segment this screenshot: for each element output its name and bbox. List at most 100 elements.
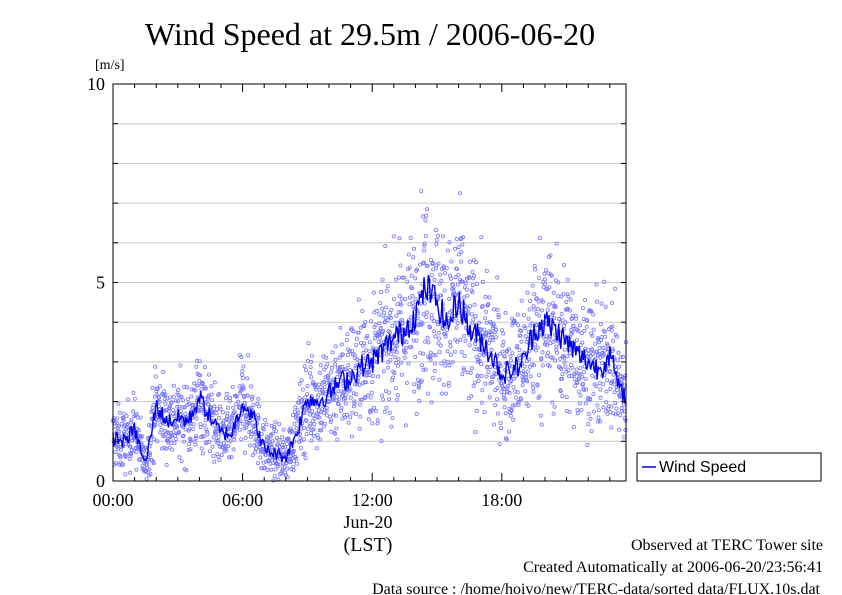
- scatter-point: [609, 425, 614, 430]
- scatter-point: [148, 441, 153, 446]
- scatter-point: [421, 367, 426, 372]
- scatter-point: [404, 345, 409, 350]
- scatter-point: [124, 422, 129, 427]
- scatter-point: [126, 397, 131, 402]
- scatter-point: [608, 386, 613, 391]
- scatter-point: [117, 410, 122, 415]
- scatter-point: [477, 359, 482, 364]
- scatter-point: [114, 420, 119, 425]
- scatter-point: [474, 282, 479, 287]
- scatter-point: [583, 401, 588, 406]
- scatter-point: [418, 351, 423, 356]
- scatter-point: [202, 365, 207, 370]
- scatter-point: [329, 417, 334, 422]
- scatter-point: [402, 355, 407, 360]
- scatter-point: [605, 378, 610, 383]
- scatter-point: [456, 245, 461, 250]
- scatter-point: [256, 396, 261, 401]
- scatter-point: [592, 409, 597, 414]
- scatter-point: [228, 439, 233, 444]
- scatter-point: [459, 250, 464, 255]
- scatter-point: [609, 404, 614, 409]
- scatter-point: [562, 360, 567, 365]
- scatter-point: [622, 409, 627, 414]
- scatter-point: [224, 448, 229, 453]
- scatter-point: [118, 455, 123, 460]
- scatter-point: [224, 416, 229, 421]
- scatter-point: [151, 437, 156, 442]
- scatter-point: [343, 396, 348, 401]
- scatter-point: [277, 422, 282, 427]
- scatter-point: [551, 411, 556, 416]
- scatter-point: [143, 445, 148, 450]
- scatter-point: [367, 369, 372, 374]
- scatter-point: [436, 330, 441, 335]
- scatter-point: [198, 425, 203, 430]
- scatter-point: [256, 415, 261, 420]
- scatter-point: [420, 351, 425, 356]
- scatter-point: [113, 461, 118, 466]
- scatter-point: [559, 366, 564, 371]
- scatter-point: [609, 328, 614, 333]
- scatter-point: [190, 403, 195, 408]
- scatter-point: [562, 355, 567, 360]
- scatter-point: [148, 471, 153, 476]
- scatter-point: [417, 398, 422, 403]
- scatter-point: [588, 416, 593, 421]
- scatter-point: [442, 271, 447, 276]
- scatter-point: [216, 434, 221, 439]
- scatter-point: [337, 365, 342, 370]
- y-tick-label: 10: [87, 74, 105, 94]
- scatter-point: [483, 381, 488, 386]
- scatter-point: [148, 453, 153, 458]
- scatter-point: [213, 432, 218, 437]
- scatter-point: [340, 352, 345, 357]
- scatter-point: [560, 372, 565, 377]
- scatter-point: [411, 255, 416, 260]
- scatter-point: [342, 415, 347, 420]
- scatter-point: [236, 399, 241, 404]
- scatter-point: [186, 447, 191, 452]
- scatter-point: [291, 468, 296, 473]
- scatter-point: [208, 449, 213, 454]
- scatter-point: [341, 390, 346, 395]
- scatter-point: [119, 421, 124, 426]
- scatter-point: [147, 451, 152, 456]
- scatter-point: [409, 273, 414, 278]
- scatter-point: [501, 339, 506, 344]
- scatter-point: [511, 417, 516, 422]
- scatter-point: [577, 401, 582, 406]
- scatter-point: [377, 335, 382, 340]
- scatter-point: [230, 384, 235, 389]
- scatter-point: [536, 275, 541, 280]
- scatter-point: [222, 449, 227, 454]
- scatter-point: [395, 397, 400, 402]
- scatter-point: [395, 393, 400, 398]
- scatter-point: [370, 380, 375, 385]
- scatter-point: [482, 327, 487, 332]
- scatter-point: [449, 259, 454, 264]
- scatter-point: [381, 328, 386, 333]
- scatter-point: [532, 307, 537, 312]
- scatter-point: [242, 450, 247, 455]
- scatter-point: [387, 397, 392, 402]
- scatter-point: [616, 350, 621, 355]
- scatter-point: [240, 375, 245, 380]
- scatter-point: [522, 364, 527, 369]
- scatter-point: [604, 341, 609, 346]
- scatter-point: [525, 369, 530, 374]
- scatter-point: [453, 337, 458, 342]
- scatter-point: [194, 434, 199, 439]
- scatter-point: [234, 402, 239, 407]
- scatter-point: [333, 357, 338, 362]
- scatter-point: [621, 402, 626, 407]
- scatter-point: [455, 339, 460, 344]
- scatter-point: [538, 413, 543, 418]
- scatter-point: [350, 352, 355, 357]
- x-tick-label: 12:00: [352, 490, 393, 510]
- scatter-point: [263, 417, 268, 422]
- scatter-point: [585, 442, 590, 447]
- scatter-point: [474, 355, 479, 360]
- scatter-point: [270, 431, 275, 436]
- scatter-point: [367, 373, 372, 378]
